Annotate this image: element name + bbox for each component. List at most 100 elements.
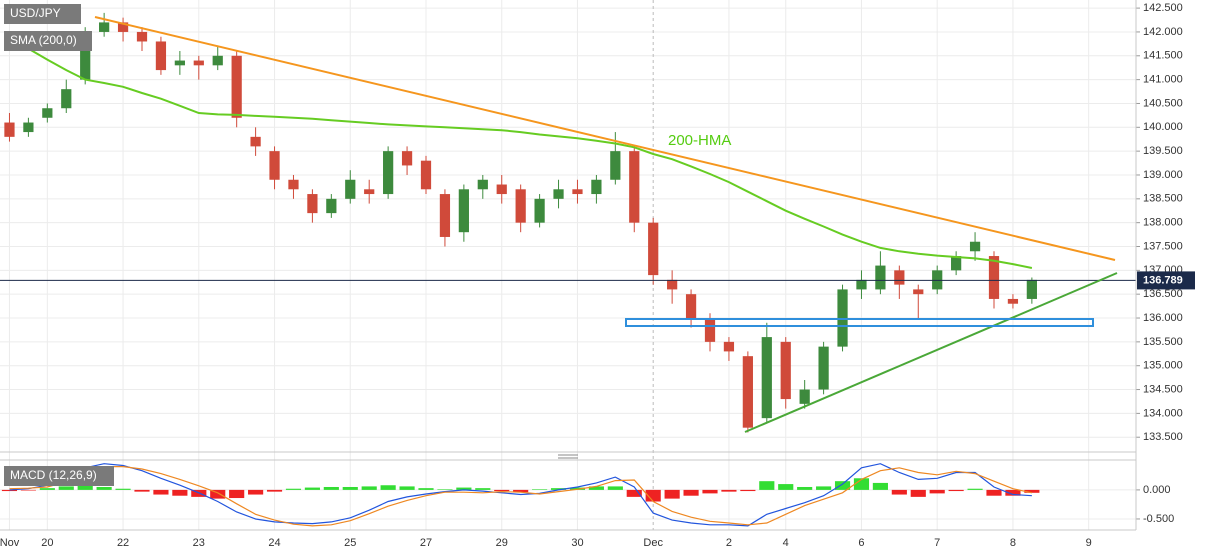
candle-body (610, 151, 621, 180)
histogram-bar (285, 488, 302, 490)
histogram-bar (1, 489, 18, 492)
histogram-bar (834, 481, 851, 490)
y-tick-label: 141.000 (1143, 74, 1183, 86)
histogram-bar (607, 486, 623, 490)
y-tick-label: 134.500 (1143, 383, 1183, 395)
candle-body (420, 160, 432, 190)
y-tick-label: 135.000 (1143, 360, 1183, 372)
x-tick-label: 4 (783, 537, 789, 549)
histogram-bar (891, 489, 907, 495)
candle-body (591, 179, 602, 195)
x-tick-label: 6 (858, 537, 864, 549)
histogram-bar (77, 485, 93, 490)
histogram-bar (910, 489, 926, 497)
candle-body (364, 189, 375, 195)
macd-label: MACD (12,26,9) (10, 468, 97, 482)
histogram-bar (304, 487, 320, 490)
candle-body (99, 22, 110, 32)
candle-body (667, 279, 678, 290)
candle-body (496, 184, 507, 195)
histogram-bar (134, 489, 150, 492)
y-tick-label: 137.500 (1143, 240, 1183, 252)
labels: USD/JPY SMA (200,0) 200-HMA MACD (12,26,… (0, 2, 1195, 549)
x-tick-label: Nov (0, 537, 20, 549)
x-tick-label: 27 (420, 537, 432, 549)
last-price-box (1137, 271, 1195, 290)
histogram-bar (1005, 489, 1021, 496)
histogram-bar (816, 486, 832, 490)
candle-body (818, 346, 829, 390)
histogram-bar (210, 489, 226, 499)
candle-body (155, 41, 167, 71)
candle-body (648, 222, 659, 276)
histogram-bar (778, 484, 794, 490)
histogram-bar (380, 485, 396, 490)
candle-body (61, 89, 72, 109)
histogram-bar (20, 489, 36, 491)
macd-line (9, 466, 1033, 527)
histogram-bar (229, 489, 245, 499)
indicator-box (4, 31, 92, 51)
candle-body (288, 179, 299, 190)
candle-body (1007, 298, 1019, 304)
symbol-box (4, 4, 81, 24)
y-tick-label: 136.000 (1143, 312, 1183, 324)
candle-body (875, 265, 886, 290)
candle-body (269, 151, 280, 180)
histogram-bar (96, 486, 112, 490)
histogram-bar (740, 489, 756, 492)
candle-body (439, 194, 451, 237)
x-tick-label: 24 (268, 537, 280, 549)
histogram-bar (323, 486, 339, 490)
histogram-bar (475, 488, 491, 490)
symbol-label: USD/JPY (10, 6, 61, 20)
histogram-bar (115, 488, 131, 490)
y-tick-label: -0.500 (1143, 513, 1174, 525)
macd-box (4, 466, 114, 486)
candle-body (1026, 279, 1037, 299)
x-tick-label: 7 (934, 537, 940, 549)
y-tick-label: 142.000 (1143, 26, 1183, 38)
histogram-bar (626, 489, 642, 497)
histogram-bar (58, 486, 74, 490)
x-tick-label: Dec (643, 537, 663, 549)
histogram-bar (683, 489, 699, 496)
histogram-bar (588, 486, 604, 490)
histogram-bar (248, 489, 264, 495)
y-tick-label: 142.500 (1143, 2, 1183, 14)
histogram-bar (39, 488, 55, 490)
histogram-bar (853, 478, 870, 490)
support-trendline (744, 272, 1118, 433)
candle-body (515, 189, 526, 223)
candle-body (231, 55, 242, 118)
y-tick-label: 138.500 (1143, 193, 1183, 205)
candle-body (307, 194, 318, 214)
grid (0, 0, 1140, 530)
histogram-bar (437, 489, 453, 490)
histogram-bar (721, 489, 737, 492)
candle-body (42, 108, 53, 118)
candle-body (704, 318, 716, 342)
candle-body (988, 256, 1000, 299)
candle-body (799, 389, 810, 404)
y-tick-label: 136.500 (1143, 288, 1183, 300)
candle-body (477, 179, 488, 190)
x-tick-label: 30 (571, 537, 583, 549)
candle-body (932, 270, 943, 290)
histogram-bar (456, 487, 472, 490)
resistance-trendline (94, 16, 1116, 261)
histogram-bar (664, 489, 680, 499)
y-tick-label: 138.000 (1143, 217, 1183, 229)
y-tick-label: 139.000 (1143, 169, 1183, 181)
x-tick-label: 29 (496, 537, 508, 549)
y-tick-label: 135.500 (1143, 336, 1183, 348)
last-price-label: 136.789 (1143, 274, 1183, 286)
histogram-bar (399, 486, 415, 490)
x-tick-label: 20 (41, 537, 53, 549)
histogram-bar (418, 488, 434, 490)
histogram-bar (797, 486, 813, 490)
candle-body (23, 122, 34, 133)
indicator-label: SMA (200,0) (10, 33, 77, 47)
